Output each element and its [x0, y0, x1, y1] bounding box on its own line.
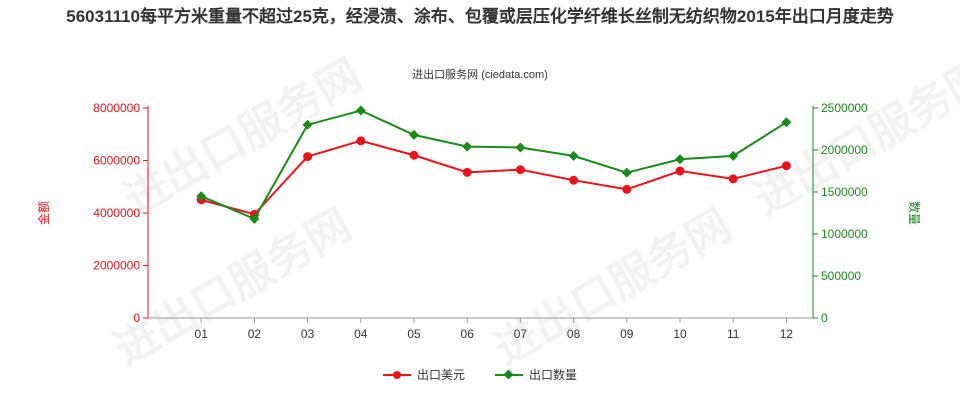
legend-value-label: 出口美元 — [416, 368, 465, 382]
legend: 出口美元 出口数量 — [0, 366, 960, 383]
x-tick-label: 01 — [195, 327, 209, 341]
legend-value-swatch — [382, 370, 411, 379]
series-value-point — [515, 165, 525, 175]
y-right-tick-label: 2500000 — [821, 101, 868, 115]
x-tick-label: 08 — [567, 327, 581, 341]
series-qty-point — [675, 154, 685, 165]
series-value-point — [675, 166, 685, 176]
y-left-axis-label: 金额 — [36, 201, 51, 225]
y-right-axis-label: 数量 — [907, 201, 922, 225]
y-right-tick-label: 1500000 — [821, 185, 868, 199]
axes: 0 2000000 4000000 6000000 8000000 0 500000 1000… — [36, 101, 922, 341]
series-qty-point — [409, 129, 419, 140]
legend-qty-label: 出口数量 — [529, 368, 578, 382]
y-right-tick-label: 2000000 — [821, 143, 868, 157]
y-left-tick-label: 4000000 — [93, 206, 140, 220]
series-value-point — [781, 161, 791, 171]
y-right-tick-label: 0 — [821, 311, 828, 325]
watermark-text: 进出口服务网 — [486, 200, 739, 374]
x-tick-label: 05 — [407, 327, 421, 341]
x-tick-label: 12 — [780, 327, 794, 341]
y-left-tick-label: 2000000 — [93, 259, 140, 273]
series-value-point — [462, 167, 472, 177]
series-value-point — [728, 174, 738, 184]
x-tick-label: 03 — [301, 327, 315, 341]
chart-source: 进出口服务网 (ciedata.com) — [412, 69, 548, 81]
series-value-point — [409, 150, 419, 160]
y-left-tick-label: 0 — [133, 311, 140, 325]
series-qty-point — [781, 117, 792, 128]
series-value-line — [200, 139, 787, 216]
y-right-tick-label: 500000 — [821, 269, 861, 283]
series-qty-line — [200, 109, 787, 221]
x-tick-label: 02 — [248, 327, 262, 341]
watermark-text: 进出口服务网 — [106, 200, 359, 374]
series-value-point — [569, 175, 579, 185]
x-tick-label: 11 — [727, 327, 740, 341]
y-right-tick-label: 1000000 — [821, 227, 868, 241]
series-qty-point — [302, 119, 313, 130]
x-tick-label: 10 — [673, 327, 687, 341]
legend-item-qty[interactable]: 出口数量 — [495, 366, 577, 383]
series-qty-point — [621, 167, 632, 178]
y-left-tick-label: 8000000 — [93, 101, 140, 115]
legend-item-value[interactable]: 出口美元 — [382, 366, 465, 383]
legend-qty-marker — [503, 369, 514, 379]
series-qty-point — [728, 150, 739, 161]
series-value-point — [303, 152, 313, 162]
watermark-text: 进出口服务网 — [116, 50, 369, 224]
x-tick-label: 09 — [620, 327, 634, 341]
legend-value-marker — [392, 370, 401, 379]
y-left-tick-label: 6000000 — [93, 154, 140, 168]
series-value-point — [356, 136, 366, 146]
series-qty-point — [196, 191, 207, 202]
x-tick-label: 04 — [354, 327, 368, 341]
series-qty-point — [249, 213, 260, 224]
chart-marks — [196, 105, 792, 224]
legend-qty-swatch — [495, 369, 523, 379]
x-tick-label: 06 — [461, 327, 475, 341]
chart-title: 56031110每平方米重量不超过25克，经浸渍、涂布、包覆或层压化学纤维长丝制… — [66, 7, 894, 26]
series-qty-point — [515, 142, 526, 153]
x-tick-label: 07 — [514, 327, 528, 341]
series-qty-point — [462, 141, 473, 152]
series-qty-point — [355, 105, 366, 116]
series-value-point — [622, 184, 632, 194]
series-qty-point — [568, 150, 579, 161]
